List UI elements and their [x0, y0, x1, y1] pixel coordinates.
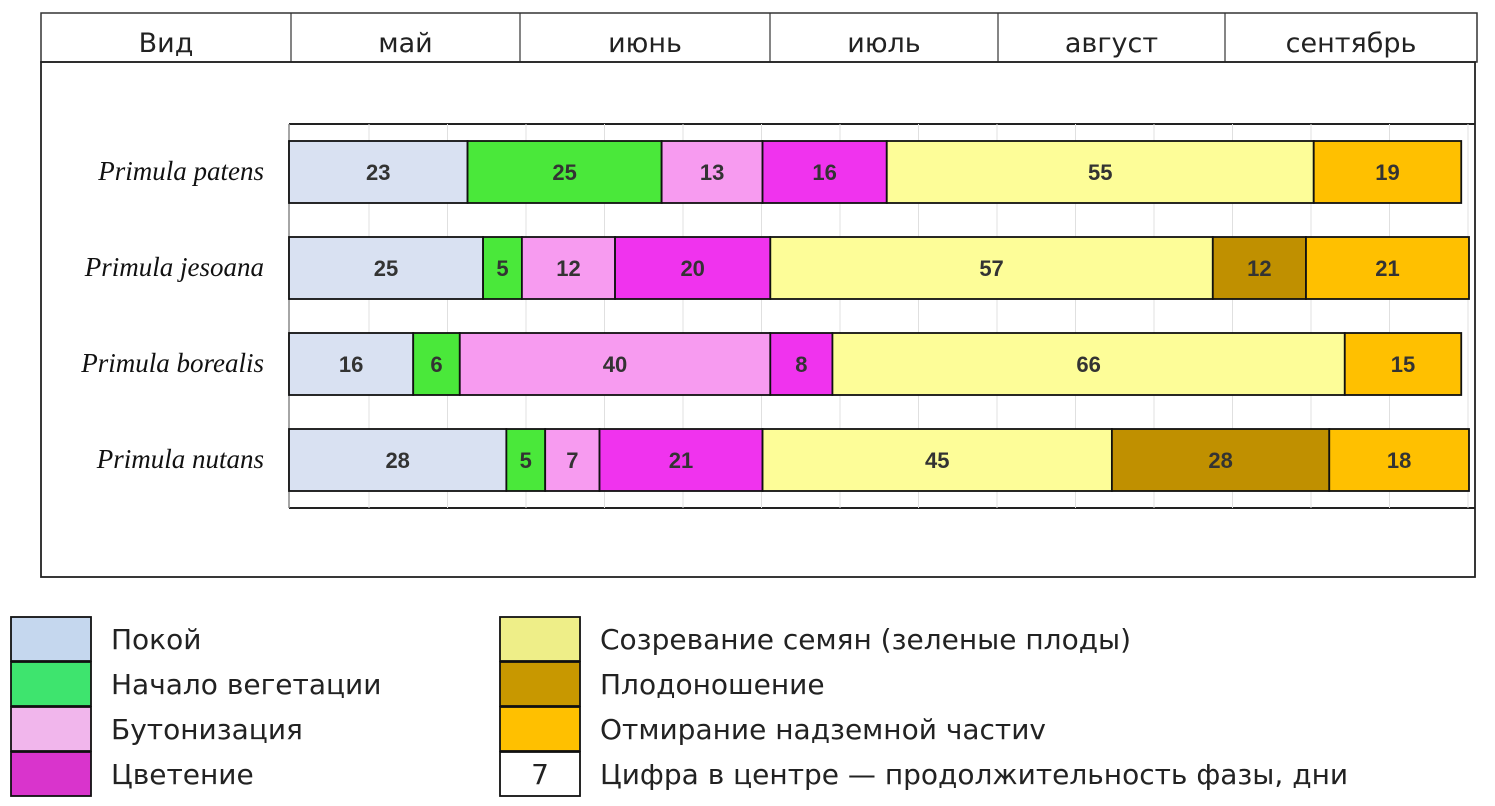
- bar-segment-label: 20: [680, 256, 704, 281]
- legend-label: Бутонизация: [111, 713, 303, 746]
- header-row: Вид май июнь июль август сентябрь: [40, 12, 1478, 578]
- bar-segment-label: 19: [1375, 160, 1399, 185]
- legend-label: Отмирание надземной частиv: [600, 713, 1046, 746]
- bar-segment-fruiting: [1211, 236, 1307, 300]
- legend-sample-box: [499, 751, 581, 797]
- bar-segment-label: 45: [925, 448, 949, 473]
- header-month-label: июнь: [608, 28, 682, 59]
- bar-segment-label: 28: [385, 448, 409, 473]
- bar-segment-label: 5: [496, 256, 508, 281]
- species-label: Primula patens: [97, 156, 264, 186]
- legend-swatch: [10, 661, 92, 707]
- header-species-label: Вид: [139, 28, 194, 59]
- legend-swatch: [10, 616, 92, 662]
- bar-segment-label: 25: [552, 160, 576, 185]
- bar-segment-vegetation: [482, 236, 523, 300]
- bar-segment-label: 8: [795, 352, 807, 377]
- chart-frame: [40, 61, 1476, 578]
- bar-segment-label: 12: [1247, 256, 1271, 281]
- bar-segment-label: 16: [812, 160, 836, 185]
- legend-swatch: [10, 751, 92, 797]
- bar-segment-label: 21: [669, 448, 693, 473]
- bar-segment-rest: [288, 332, 415, 396]
- bar-segment-budding: [520, 236, 616, 300]
- legend-swatch: [499, 706, 581, 752]
- bar-segment-flowering: [598, 428, 764, 492]
- bar-segment-label: 40: [603, 352, 627, 377]
- bar-segment-budding: [544, 428, 601, 492]
- bar-segment-label: 15: [1391, 352, 1415, 377]
- bar-segment-label: 25: [374, 256, 398, 281]
- bar-segment-label: 57: [979, 256, 1003, 281]
- header-month-label: сентябрь: [1286, 28, 1417, 59]
- species-label: Primula jesoana: [84, 252, 264, 282]
- legend-label: Цветение: [111, 758, 254, 791]
- species-label: Primula borealis: [80, 348, 264, 378]
- bar-segment-flowering: [614, 236, 772, 300]
- bar-segment-ripening: [831, 332, 1346, 396]
- bar-segment-label: 5: [520, 448, 532, 473]
- bar-segment-budding: [660, 140, 764, 204]
- bar-segment-label: 55: [1088, 160, 1112, 185]
- header-month-label: июль: [847, 28, 920, 59]
- legend-swatch: [10, 706, 92, 752]
- bar-segment-ripening: [761, 428, 1113, 492]
- legend-swatch: [499, 661, 581, 707]
- bar-segment-rest: [288, 236, 484, 300]
- bar-segment-label: 18: [1387, 448, 1411, 473]
- legend-label: Начало вегетации: [111, 668, 381, 701]
- bar-segment-label: 16: [339, 352, 363, 377]
- bar-segment-label: 66: [1076, 352, 1100, 377]
- bar-segment-dieback: [1328, 428, 1470, 492]
- legend-sample-number: 7: [531, 758, 549, 791]
- bar-segment-rest: [288, 140, 469, 204]
- bar-segment-vegetation: [466, 140, 663, 204]
- header-month-label: август: [1065, 28, 1158, 59]
- bar-segment-vegetation: [505, 428, 547, 492]
- bar-segment-dieback: [1305, 236, 1470, 300]
- bar-segment-dieback: [1343, 332, 1463, 396]
- header-month-label: май: [378, 28, 432, 59]
- bar-segment-label: 7: [566, 448, 578, 473]
- legend-label: Плодоношение: [600, 668, 825, 701]
- legend-label: Покой: [111, 623, 201, 656]
- legend-swatch: [499, 616, 581, 662]
- bar-segment-label: 21: [1375, 256, 1399, 281]
- bar-segment-label: 6: [430, 352, 442, 377]
- bar-segment-label: 23: [366, 160, 390, 185]
- legend-label: Цифра в центре — продолжительность фазы,…: [600, 758, 1348, 791]
- bar-segment-label: 13: [700, 160, 724, 185]
- species-label: Primula nutans: [96, 444, 264, 474]
- species-labels: Primula patens Primula jesoana Primula bor…: [80, 156, 264, 474]
- bar-segment-label: 12: [556, 256, 580, 281]
- header-box: [40, 12, 1478, 63]
- legend: Покой Начало вегетации Бутонизация Цветение…: [10, 616, 1348, 797]
- bar-segment-ripening: [885, 140, 1315, 204]
- legend-label: Созревание семян (зеленые плоды): [600, 623, 1131, 656]
- bar-segment-dieback: [1312, 140, 1463, 204]
- bar-segment-label: 28: [1208, 448, 1232, 473]
- bar-segment-budding: [458, 332, 772, 396]
- bar-segment-fruiting: [1110, 428, 1331, 492]
